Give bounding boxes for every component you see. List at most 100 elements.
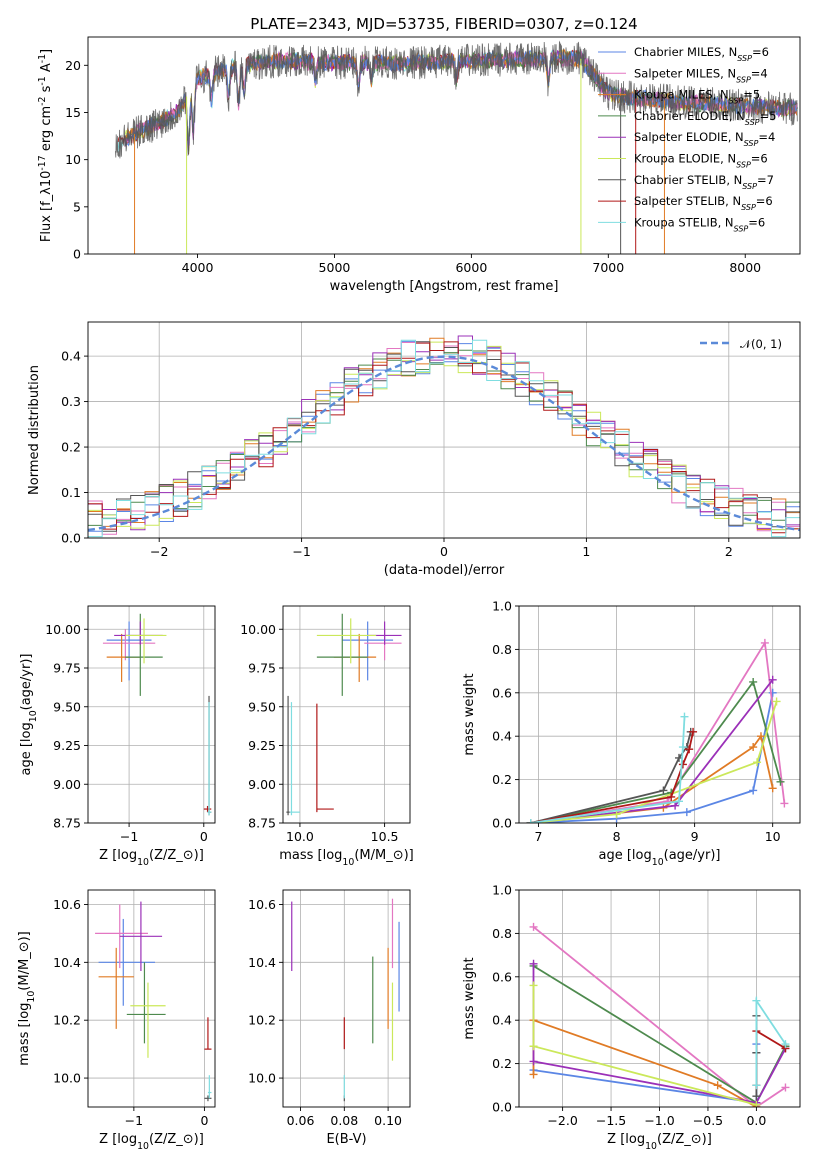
- errorbar-point: [119, 901, 163, 972]
- y-tick-label: 0.6: [492, 685, 512, 700]
- legend-entry: Salpeter MILES, NSSP=4: [634, 66, 768, 84]
- y-tick-label: 0.4: [61, 349, 81, 364]
- weight-marker: [713, 1081, 722, 1090]
- weight-series-kroupa-stelib: [526, 712, 689, 823]
- weight-marker: [760, 638, 769, 647]
- label-text: Normed distribution: [27, 365, 42, 495]
- legend-value: =4: [758, 130, 775, 144]
- x-axis-label: E(B-V): [326, 1132, 366, 1147]
- y-tick-label: 0.2: [492, 1056, 512, 1071]
- label-text: (Z/Z: [657, 1132, 684, 1147]
- weight-marker: [529, 959, 538, 968]
- label-text: age [log: [599, 848, 652, 863]
- weight-marker: [749, 743, 758, 752]
- legend-entry: Salpeter ELODIE, NSSP=4: [634, 130, 775, 148]
- label-text: 10: [652, 857, 664, 868]
- legend-entry: 𝒩(0, 1): [740, 337, 782, 351]
- weight-marker: [659, 786, 668, 795]
- label-text: 10: [342, 857, 354, 868]
- x-axis-label: mass [log10(M/M_⊙)]: [279, 848, 414, 868]
- label-text: -1: [37, 76, 48, 85]
- x-axis-label: Z [log10(Z/Z_⊙)]: [99, 848, 204, 868]
- errorbar-point: [98, 947, 134, 1029]
- axes-frame: [518, 605, 801, 824]
- legend-entry: Chabrier ELODIE, NSSP=5: [634, 109, 776, 127]
- label-text: )]: [17, 931, 32, 941]
- x-axis-label: wavelength [Angstrom, rest frame]: [330, 279, 559, 294]
- y-tick-label: 0.6: [492, 969, 512, 984]
- legend-name: Salpeter STELIB, N: [634, 194, 741, 208]
- y-tick-label: 0.0: [492, 816, 512, 831]
- label-text: age [log: [19, 722, 34, 775]
- weight-marker: [753, 758, 762, 767]
- y-tick-label: 9.25: [248, 738, 276, 753]
- y-tick-label: 9.50: [53, 699, 81, 714]
- weight-marker: [529, 1057, 538, 1066]
- legend-name: Salpeter ELODIE, N: [634, 130, 744, 144]
- x-tick-label: 10.0: [286, 829, 314, 844]
- y-tick-label: 1.0: [492, 883, 512, 898]
- y-tick-label: 15: [65, 105, 81, 120]
- legend-name: Kroupa MILES, N: [634, 88, 729, 102]
- x-tick-label: 9: [691, 829, 699, 844]
- spectrum-title: PLATE=2343, MJD=53735, FIBERID=0307, z=0…: [250, 15, 637, 33]
- legend-sub: SSP: [737, 54, 752, 63]
- label-text: )]: [404, 848, 414, 863]
- normal-legend: 𝒩(0, 1): [700, 337, 782, 351]
- x-tick-label: −1: [292, 544, 310, 559]
- label-text: mass [log: [17, 1003, 32, 1066]
- weight-marker: [685, 745, 694, 754]
- x-tick-label: −1.5: [596, 1113, 626, 1128]
- plot-area: [102, 613, 212, 816]
- errorbar-point: [125, 618, 167, 664]
- weight-marker: [752, 996, 761, 1005]
- plot-area: [526, 638, 789, 823]
- label-text: 𝒩(0, 1): [740, 337, 782, 351]
- legend-value: =6: [752, 45, 769, 59]
- plot-area: [529, 922, 790, 1107]
- label-text: s: [39, 85, 54, 96]
- weight-marker: [768, 688, 777, 697]
- y-axis-label: mass weight: [462, 957, 477, 1039]
- x-tick-label: 8: [613, 829, 621, 844]
- label-text: (data-model)/error: [384, 563, 505, 578]
- label-text: 10: [645, 1141, 657, 1152]
- x-tick-label: −2.0: [547, 1113, 577, 1128]
- weight-marker: [752, 1081, 761, 1090]
- errorbar-point: [316, 618, 377, 664]
- errorbar-point: [207, 1075, 212, 1099]
- label-text: )]: [194, 1132, 204, 1147]
- weight-marker: [768, 675, 777, 684]
- weight-marker: [671, 801, 680, 810]
- normal-curve: [88, 355, 800, 532]
- x-tick-label: −1.0: [644, 1113, 674, 1128]
- label-text: _⊙: [17, 941, 32, 959]
- axes-frame: [87, 605, 216, 824]
- axes-frame: [282, 605, 411, 824]
- weight-marker: [529, 922, 538, 931]
- label-text: (Z/Z: [149, 1132, 176, 1147]
- legend-entry: Kroupa STELIB, NSSP=6: [634, 215, 765, 233]
- plot-area: [291, 898, 400, 1102]
- legend-entry: Salpeter STELIB, NSSP=6: [634, 194, 773, 212]
- y-axis-label: Normed distribution: [27, 365, 42, 495]
- x-tick-label: 8000: [729, 260, 761, 275]
- errorbar-point: [286, 695, 290, 816]
- errorbar-point: [204, 1017, 212, 1050]
- legend-value: =6: [756, 194, 773, 208]
- y-tick-label: 0: [73, 247, 81, 262]
- legend-value: =6: [751, 152, 768, 166]
- label-text: (age/yr)]: [664, 848, 721, 863]
- legend-name: Salpeter MILES, N: [634, 66, 736, 80]
- x-tick-label: 0: [440, 544, 448, 559]
- plot-area: [286, 613, 402, 816]
- weight-marker: [752, 1100, 761, 1107]
- x-axis-label: Z [log10(Z/Z_⊙)]: [607, 1132, 712, 1152]
- legend-sub: SSP: [744, 139, 759, 148]
- errorbar-point: [130, 982, 166, 1058]
- y-tick-label: 0.4: [492, 1013, 512, 1028]
- y-axis-label: mass [log10(M/M_⊙)]: [17, 931, 37, 1066]
- label-text: mass weight: [462, 957, 477, 1039]
